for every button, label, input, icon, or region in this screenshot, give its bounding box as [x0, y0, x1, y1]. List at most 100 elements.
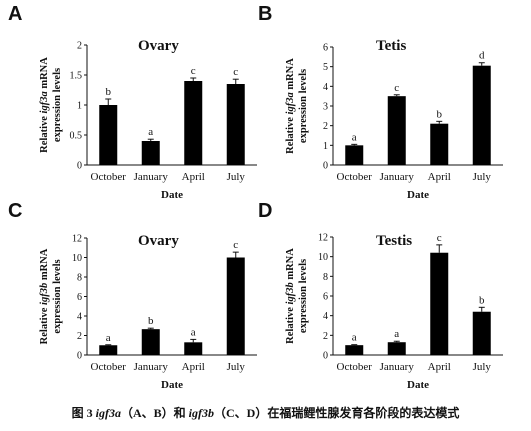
y-tick-label: 12	[318, 233, 328, 244]
y-axis-label: Relative igf3a mRNA expression levels	[285, 58, 309, 154]
significance-label: c	[394, 82, 399, 94]
y-tick-label: 1	[77, 101, 82, 112]
bar	[387, 342, 406, 355]
y-tick-label: 1.5	[70, 71, 83, 82]
bar	[345, 345, 364, 355]
significance-label: b	[106, 86, 112, 98]
y-tick-label: 0	[323, 161, 328, 172]
x-tick-label: July	[473, 361, 492, 373]
significance-label: b	[148, 315, 154, 327]
chart-panel-c: C Ovary 0 2 4 6 8 10 12 a October b January a April c Ju…	[8, 200, 257, 391]
x-tick-label: April	[428, 361, 451, 373]
x-tick-label: July	[473, 171, 492, 183]
chart-panel-a: A Ovary 0 0.5 1 1.5 2 b October a January c April c Ju…	[8, 3, 257, 201]
y-tick-label: 2	[77, 331, 82, 342]
caption-prefix: 图 3	[71, 406, 96, 420]
y-tick-label: 5	[323, 62, 328, 73]
y-tick-label: 2	[323, 121, 328, 132]
bar	[141, 141, 160, 165]
chart-panel-b: B Tetis 0 1 2 3 4 5 6 a October c January b April d July…	[258, 3, 503, 201]
panel-letter-b: B	[258, 3, 272, 25]
y-axis-label: Relative igf3b mRNA expression levels	[39, 248, 63, 344]
y-tick-label: 6	[77, 292, 82, 303]
bar	[184, 81, 203, 165]
y-tick-label: 12	[72, 234, 82, 245]
bar	[430, 252, 449, 355]
y-tick-label: 6	[323, 292, 328, 303]
y-tick-label: 3	[323, 102, 328, 113]
significance-label: a	[106, 332, 111, 344]
bar	[345, 145, 364, 165]
chart-title: Ovary	[138, 38, 179, 54]
significance-label: a	[191, 326, 196, 338]
significance-label: c	[233, 239, 238, 251]
x-tick-label: January	[134, 171, 169, 183]
x-tick-label: July	[227, 171, 246, 183]
bar	[472, 311, 491, 355]
x-tick-label: April	[428, 171, 451, 183]
bar	[226, 257, 245, 355]
y-tick-label: 1	[323, 141, 328, 152]
y-axis-label: Relative igf3a mRNA expression levels	[39, 57, 63, 153]
x-tick-label: January	[380, 361, 415, 373]
x-tick-label: April	[182, 171, 205, 183]
y-tick-label: 8	[77, 273, 82, 284]
y-tick-label: 2	[77, 41, 82, 52]
y-tick-label: 0	[77, 351, 82, 362]
caption-gene-b: igf3b	[188, 406, 215, 420]
y-tick-label: 10	[72, 253, 82, 264]
panel-letter-c: C	[8, 200, 22, 222]
x-tick-label: October	[91, 171, 127, 183]
bar	[387, 96, 406, 165]
bar	[226, 84, 245, 165]
y-tick-label: 4	[323, 82, 328, 93]
bar	[472, 65, 491, 165]
x-tick-label: April	[182, 361, 205, 373]
x-tick-label: October	[91, 361, 127, 373]
y-tick-label: 4	[77, 312, 82, 323]
chart-title: Ovary	[138, 233, 179, 249]
y-tick-label: 4	[323, 311, 328, 322]
caption-part1: （A、B）和	[121, 406, 189, 420]
y-tick-label: 0	[77, 161, 82, 172]
bar	[430, 123, 449, 165]
panel-letter-a: A	[8, 3, 22, 25]
chart-title: Tetis	[376, 38, 406, 54]
significance-label: b	[479, 294, 485, 306]
significance-label: a	[394, 328, 399, 340]
x-tick-label: January	[380, 171, 415, 183]
x-tick-label: January	[134, 361, 169, 373]
bar	[184, 342, 203, 355]
significance-label: c	[233, 66, 238, 78]
x-axis-label: Date	[407, 189, 429, 201]
figure-canvas: A Ovary 0 0.5 1 1.5 2 b October a January c April c Ju…	[8, 3, 503, 391]
x-axis-label: Date	[161, 189, 183, 201]
significance-label: a	[352, 131, 357, 143]
y-tick-label: 10	[318, 252, 328, 263]
significance-label: c	[191, 65, 196, 77]
caption-part2: （C、D）在福瑞鲤性腺发育各阶段的表达模式	[214, 406, 460, 420]
caption-gene-a: igf3a	[95, 406, 121, 420]
bar	[99, 105, 118, 165]
y-tick-label: 0	[323, 351, 328, 362]
y-tick-label: 6	[323, 43, 328, 54]
y-tick-label: 0.5	[70, 131, 83, 142]
significance-label: b	[437, 108, 443, 120]
chart-panel-d: D Testis 0 2 4 6 8 10 12 a October a January c April b J…	[258, 200, 503, 391]
significance-label: c	[437, 232, 442, 244]
figure-caption: 图 3 igf3a（A、B）和 igf3b（C、D）在福瑞鲤性腺发育各阶段的表达…	[0, 404, 531, 421]
x-axis-label: Date	[407, 379, 429, 391]
chart-title: Testis	[376, 233, 412, 249]
x-axis-label: Date	[161, 379, 183, 391]
y-tick-label: 2	[323, 331, 328, 342]
x-tick-label: October	[337, 361, 373, 373]
x-tick-label: July	[227, 361, 246, 373]
bar	[99, 345, 118, 355]
significance-label: a	[148, 126, 153, 138]
y-tick-label: 8	[323, 272, 328, 283]
panel-letter-d: D	[258, 200, 272, 222]
x-tick-label: October	[337, 171, 373, 183]
bar	[141, 329, 160, 355]
significance-label: a	[352, 332, 357, 344]
